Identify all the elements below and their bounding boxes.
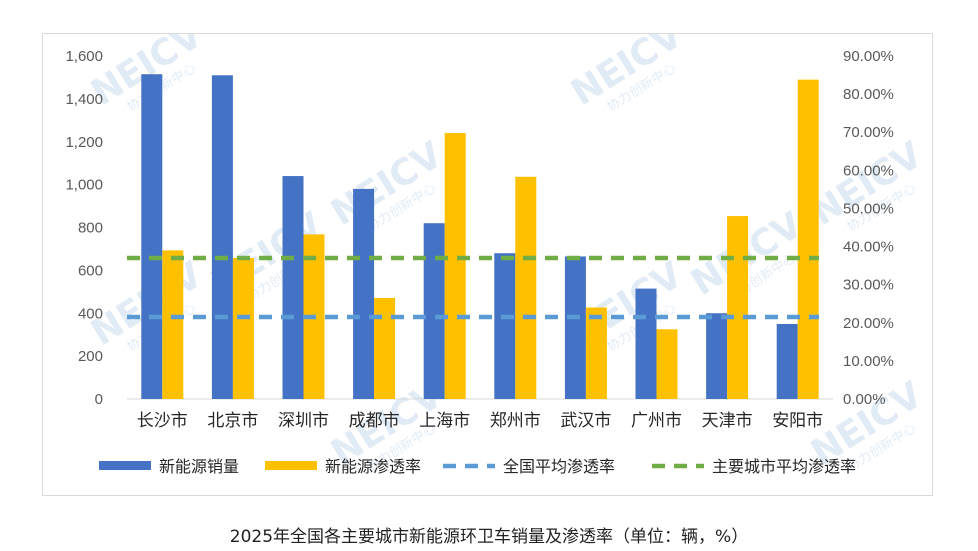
- bars-layer: [141, 74, 819, 400]
- y-right-tick-label: 70.00%: [843, 124, 894, 141]
- y-right-tick-label: 20.00%: [843, 315, 894, 332]
- legend-swatch: [99, 461, 151, 470]
- y-left-tick-label: 800: [78, 220, 103, 237]
- y-left-tick-label: 1,200: [65, 134, 103, 151]
- x-tick-label: 上海市: [419, 411, 470, 431]
- legend-label: 新能源销量: [159, 457, 239, 476]
- x-tick-label: 长沙市: [137, 411, 188, 431]
- bar-sales: [141, 74, 163, 400]
- y-right-tick-label: 0.00%: [843, 391, 886, 408]
- bar-penetration: [232, 257, 254, 399]
- bar-penetration: [585, 307, 607, 399]
- x-tick-label: 天津市: [702, 411, 753, 431]
- y-right-tick-label: 10.00%: [843, 353, 894, 370]
- legend: 新能源销量 新能源渗透率 全国平均渗透率 主要城市平均渗透率: [99, 457, 856, 476]
- legend-label: 主要城市平均渗透率: [712, 457, 856, 476]
- y-left-tick-label: 200: [78, 348, 103, 365]
- lines-layer: [127, 255, 819, 320]
- bar-penetration: [797, 79, 819, 399]
- bar-sales: [282, 176, 304, 399]
- x-tick-label: 广州市: [631, 411, 682, 431]
- x-tick-label: 深圳市: [278, 411, 329, 431]
- bar-sales: [353, 188, 375, 399]
- y-right-tick-label: 60.00%: [843, 162, 894, 179]
- right-axis: 0.00% 10.00% 20.00% 30.00% 40.00% 50.00% 60.00…: [843, 48, 894, 408]
- bar-penetration: [162, 250, 184, 399]
- legend-label: 新能源渗透率: [325, 457, 421, 476]
- y-left-tick-label: 1,600: [65, 48, 103, 65]
- bar-penetration: [444, 132, 466, 399]
- bar-sales: [706, 313, 728, 399]
- y-right-tick-label: 30.00%: [843, 277, 894, 294]
- x-tick-label: 成都市: [349, 411, 400, 431]
- bar-sales: [564, 256, 586, 399]
- bar-sales: [211, 75, 233, 399]
- legend-swatch: [265, 461, 317, 470]
- bar-penetration: [515, 176, 537, 399]
- bar-penetration: [656, 329, 678, 399]
- legend-label: 全国平均渗透率: [503, 457, 615, 476]
- y-right-tick-label: 50.00%: [843, 200, 894, 217]
- chart-caption: 2025年全国各主要城市新能源环卫车销量及渗透率（单位：辆，%）: [229, 527, 749, 547]
- bar-penetration: [727, 216, 749, 399]
- x-tick-label: 安阳市: [772, 411, 823, 431]
- y-left-tick-label: 1,000: [65, 177, 103, 194]
- bar-penetration: [374, 298, 396, 399]
- bar-sales: [635, 288, 657, 399]
- bar-sales: [423, 223, 445, 399]
- y-right-tick-label: 80.00%: [843, 86, 894, 103]
- y-left-tick-label: 600: [78, 262, 103, 279]
- y-left-tick-label: 0: [95, 391, 103, 408]
- chart-svg: NEICV协力创新中心NEICV协力创新中心NEICV协力创新中心NEICV协力…: [65, 34, 930, 476]
- x-tick-label: 郑州市: [490, 411, 541, 431]
- y-left-tick-label: 400: [78, 305, 103, 322]
- y-right-tick-label: 90.00%: [843, 48, 894, 65]
- x-tick-label: 北京市: [207, 411, 258, 431]
- bar-sales: [776, 323, 798, 399]
- y-left-tick-label: 1,400: [65, 91, 103, 108]
- bar-sales: [494, 253, 516, 399]
- chart-frame: NEICV协力创新中心NEICV协力创新中心NEICV协力创新中心NEICV协力…: [42, 33, 933, 496]
- x-tick-label: 武汉市: [560, 411, 611, 431]
- y-right-tick-label: 40.00%: [843, 239, 894, 256]
- category-labels: 长沙市 北京市 深圳市 成都市 上海市 郑州市 武汉市 广州市 天津市 安阳市: [137, 411, 823, 431]
